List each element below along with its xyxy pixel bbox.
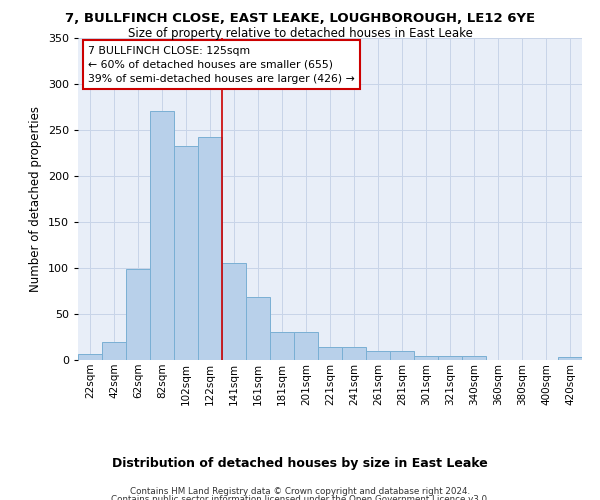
Bar: [366, 351, 390, 360]
Text: 7, BULLFINCH CLOSE, EAST LEAKE, LOUGHBOROUGH, LE12 6YE: 7, BULLFINCH CLOSE, EAST LEAKE, LOUGHBOR…: [65, 12, 535, 26]
Bar: [270, 332, 294, 360]
Text: Size of property relative to detached houses in East Leake: Size of property relative to detached ho…: [128, 28, 472, 40]
Bar: [390, 351, 414, 360]
Text: 7 BULLFINCH CLOSE: 125sqm
← 60% of detached houses are smaller (655)
39% of semi: 7 BULLFINCH CLOSE: 125sqm ← 60% of detac…: [88, 46, 355, 84]
Bar: [438, 356, 462, 360]
Text: Contains public sector information licensed under the Open Government Licence v3: Contains public sector information licen…: [110, 495, 490, 500]
Text: Contains HM Land Registry data © Crown copyright and database right 2024.: Contains HM Land Registry data © Crown c…: [130, 488, 470, 496]
Bar: [294, 332, 318, 360]
Bar: [462, 356, 486, 360]
Bar: [414, 356, 438, 360]
Bar: [558, 357, 582, 360]
Bar: [102, 342, 126, 360]
Bar: [78, 354, 102, 360]
Text: Distribution of detached houses by size in East Leake: Distribution of detached houses by size …: [112, 458, 488, 470]
Bar: [246, 298, 270, 360]
Bar: [150, 111, 174, 360]
Bar: [198, 137, 222, 360]
Bar: [174, 146, 198, 360]
Bar: [342, 347, 366, 360]
Bar: [318, 347, 342, 360]
Y-axis label: Number of detached properties: Number of detached properties: [29, 106, 42, 292]
Bar: [126, 269, 150, 360]
Bar: [222, 263, 246, 360]
